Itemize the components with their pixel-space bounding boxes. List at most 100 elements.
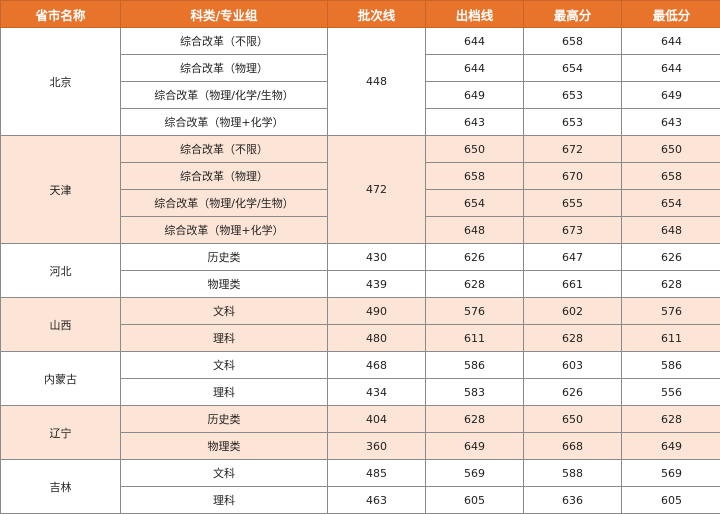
min-score-cell: 628 xyxy=(622,271,720,298)
min-score-cell: 650 xyxy=(622,136,720,163)
max-score-cell: 673 xyxy=(524,217,622,244)
cutoff-line-cell: 650 xyxy=(426,136,524,163)
cutoff-line-cell: 643 xyxy=(426,109,524,136)
cutoff-line-cell: 628 xyxy=(426,406,524,433)
cutoff-line-cell: 654 xyxy=(426,190,524,217)
header-batch-line: 批次线 xyxy=(328,1,426,28)
province-name: 天津 xyxy=(1,136,121,244)
min-score-cell: 644 xyxy=(622,55,720,82)
header-province: 省市名称 xyxy=(1,1,121,28)
category-cell: 物理类 xyxy=(121,433,328,460)
max-score-cell: 588 xyxy=(524,460,622,487)
cutoff-line-cell: 648 xyxy=(426,217,524,244)
max-score-cell: 653 xyxy=(524,109,622,136)
category-cell: 综合改革（物理） xyxy=(121,55,328,82)
category-cell: 综合改革（不限） xyxy=(121,28,328,55)
batch-line-cell: 448 xyxy=(328,28,426,136)
max-score-cell: 653 xyxy=(524,82,622,109)
header-min-score: 最低分 xyxy=(622,1,720,28)
category-cell: 文科 xyxy=(121,298,328,325)
cutoff-line-cell: 644 xyxy=(426,55,524,82)
max-score-cell: 658 xyxy=(524,28,622,55)
category-cell: 文科 xyxy=(121,352,328,379)
max-score-cell: 654 xyxy=(524,55,622,82)
batch-line-cell: 439 xyxy=(328,271,426,298)
category-cell: 综合改革（物理/化学/生物） xyxy=(121,190,328,217)
category-cell: 综合改革（物理+化学） xyxy=(121,217,328,244)
min-score-cell: 611 xyxy=(622,325,720,352)
batch-line-cell: 404 xyxy=(328,406,426,433)
max-score-cell: 661 xyxy=(524,271,622,298)
max-score-cell: 636 xyxy=(524,487,622,514)
cutoff-line-cell: 569 xyxy=(426,460,524,487)
header-category: 科类/专业组 xyxy=(121,1,328,28)
category-cell: 理科 xyxy=(121,487,328,514)
max-score-cell: 650 xyxy=(524,406,622,433)
province-name: 辽宁 xyxy=(1,406,121,460)
max-score-cell: 602 xyxy=(524,298,622,325)
min-score-cell: 576 xyxy=(622,298,720,325)
min-score-cell: 649 xyxy=(622,82,720,109)
cutoff-line-cell: 583 xyxy=(426,379,524,406)
province-name: 内蒙古 xyxy=(1,352,121,406)
max-score-cell: 670 xyxy=(524,163,622,190)
max-score-cell: 672 xyxy=(524,136,622,163)
batch-line-cell: 463 xyxy=(328,487,426,514)
cutoff-line-cell: 605 xyxy=(426,487,524,514)
max-score-cell: 655 xyxy=(524,190,622,217)
cutoff-line-cell: 586 xyxy=(426,352,524,379)
batch-line-cell: 480 xyxy=(328,325,426,352)
batch-line-cell: 360 xyxy=(328,433,426,460)
min-score-cell: 556 xyxy=(622,379,720,406)
max-score-cell: 628 xyxy=(524,325,622,352)
category-cell: 综合改革（物理/化学/生物） xyxy=(121,82,328,109)
cutoff-line-cell: 628 xyxy=(426,271,524,298)
header-max-score: 最高分 xyxy=(524,1,622,28)
header-row: 省市名称 科类/专业组 批次线 出档线 最高分 最低分 xyxy=(1,1,720,28)
cutoff-line-cell: 626 xyxy=(426,244,524,271)
category-cell: 文科 xyxy=(121,460,328,487)
category-cell: 历史类 xyxy=(121,244,328,271)
category-cell: 理科 xyxy=(121,325,328,352)
min-score-cell: 626 xyxy=(622,244,720,271)
category-cell: 物理类 xyxy=(121,271,328,298)
batch-line-cell: 490 xyxy=(328,298,426,325)
category-cell: 理科 xyxy=(121,379,328,406)
min-score-cell: 649 xyxy=(622,433,720,460)
header-cutoff-line: 出档线 xyxy=(426,1,524,28)
min-score-cell: 643 xyxy=(622,109,720,136)
province-name: 河北 xyxy=(1,244,121,298)
min-score-cell: 605 xyxy=(622,487,720,514)
min-score-cell: 654 xyxy=(622,190,720,217)
min-score-cell: 658 xyxy=(622,163,720,190)
cutoff-line-cell: 576 xyxy=(426,298,524,325)
category-cell: 历史类 xyxy=(121,406,328,433)
category-cell: 综合改革（物理+化学） xyxy=(121,109,328,136)
min-score-cell: 648 xyxy=(622,217,720,244)
province-name: 山西 xyxy=(1,298,121,352)
min-score-cell: 586 xyxy=(622,352,720,379)
batch-line-cell: 485 xyxy=(328,460,426,487)
cutoff-line-cell: 644 xyxy=(426,28,524,55)
category-cell: 综合改革（不限） xyxy=(121,136,328,163)
cutoff-line-cell: 649 xyxy=(426,433,524,460)
cutoff-line-cell: 658 xyxy=(426,163,524,190)
min-score-cell: 628 xyxy=(622,406,720,433)
batch-line-cell: 468 xyxy=(328,352,426,379)
province-name: 北京 xyxy=(1,28,121,136)
max-score-cell: 647 xyxy=(524,244,622,271)
cutoff-line-cell: 611 xyxy=(426,325,524,352)
max-score-cell: 603 xyxy=(524,352,622,379)
cutoff-line-cell: 649 xyxy=(426,82,524,109)
max-score-cell: 668 xyxy=(524,433,622,460)
min-score-cell: 569 xyxy=(622,460,720,487)
batch-line-cell: 430 xyxy=(328,244,426,271)
